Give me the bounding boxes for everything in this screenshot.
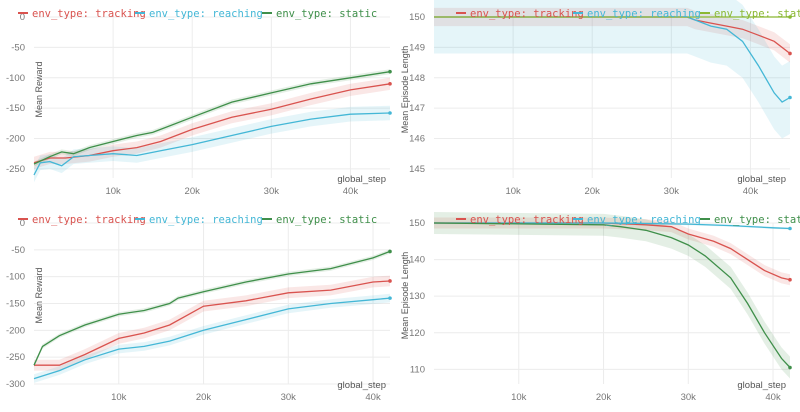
x-axis-label: global_step	[737, 174, 786, 185]
series-endpoint-0	[388, 279, 392, 283]
chart-svg-1: 150 149 148 147 146 145 10k 20k 30k 40k Mean Episo…	[400, 0, 800, 197]
series-band-1	[434, 0, 790, 139]
series-band-0	[434, 217, 790, 286]
series-line-1[interactable]	[33, 112, 391, 176]
legend-label-0[interactable]: env_type: tracking	[470, 8, 584, 20]
series-endpoint-2	[388, 249, 392, 254]
y-tick-label: 0	[20, 218, 25, 229]
legend-label-2[interactable]: env_type: static	[276, 8, 377, 20]
legend-label-1[interactable]: env_type: reaching	[149, 8, 263, 20]
x-tick-label: 20k	[185, 186, 201, 197]
y-tick-label: 145	[409, 164, 425, 175]
series-band-2	[434, 212, 790, 379]
chart-svg-3: 150 140 130 120 110 10k 20k 30k 40k Mean Episode …	[400, 212, 800, 403]
y-tick-label: -200	[6, 325, 25, 336]
series-endpoint-1	[788, 95, 792, 100]
series-line-2[interactable]	[33, 250, 391, 366]
chart-panel-3: 150 140 130 120 110 10k 20k 30k 40k Mean Episode …	[400, 206, 800, 412]
y-axis-label: Mean Episode Length	[400, 46, 410, 134]
chart-svg-2: 0 -50 -100 -150 -200 -250 -300 10k 20k 30k 40k Mean…	[6, 214, 392, 403]
x-tick-label: 30k	[681, 392, 697, 403]
y-tick-label: -50	[11, 42, 25, 53]
y-tick-label: 147	[409, 103, 425, 114]
chart-panel-2: 0 -50 -100 -150 -200 -250 -300 10k 20k 30k 40k Mean…	[0, 206, 400, 412]
y-tick-label: 140	[409, 255, 425, 266]
legend-label-2[interactable]: env_type: static	[714, 214, 800, 226]
legend-label-2[interactable]: env_type: static	[714, 8, 800, 20]
series-line-2[interactable]	[33, 71, 391, 165]
x-axis-label: global_step	[337, 380, 386, 391]
series-endpoint-1	[388, 111, 392, 115]
y-tick-label: 0	[20, 12, 25, 23]
x-axis-label: global_step	[337, 174, 386, 185]
x-tick-label: 40k	[365, 392, 381, 403]
series-band-2	[34, 69, 390, 167]
y-axis-label: Mean Reward	[34, 267, 44, 323]
chart-panel-1: 150 149 148 147 146 145 10k 20k 30k 40k Mean Episo…	[400, 0, 800, 206]
x-tick-label: 10k	[105, 186, 121, 197]
x-tick-label: 40k	[343, 186, 359, 197]
series-endpoint-1	[388, 296, 392, 300]
x-tick-label: 20k	[196, 392, 212, 403]
series-endpoint-2	[388, 69, 392, 74]
y-tick-label: -250	[6, 164, 25, 175]
series-endpoint-0	[788, 51, 792, 56]
series-endpoint-2	[788, 365, 792, 370]
series-line-0[interactable]	[34, 280, 391, 366]
series-endpoint-2	[788, 15, 792, 19]
y-tick-label: 130	[409, 291, 425, 302]
chart-panel-0: 0 -50 -100 -150 -200 -250 10k 20k 30k 40k Mean Rew…	[0, 0, 400, 206]
y-tick-label: 148	[409, 73, 425, 84]
legend-label-0[interactable]: env_type: tracking	[32, 8, 146, 20]
x-tick-label: 10k	[511, 392, 527, 403]
x-tick-label: 40k	[743, 186, 759, 197]
series-endpoint-0	[788, 277, 792, 282]
series-line-1[interactable]	[434, 222, 791, 230]
y-tick-label: 110	[410, 364, 425, 375]
x-tick-label: 20k	[596, 392, 612, 403]
series-band-1	[34, 293, 390, 383]
x-tick-label: 10k	[505, 186, 521, 197]
y-tick-label: -150	[6, 299, 25, 310]
series-line-0[interactable]	[434, 222, 791, 281]
y-tick-label: 150	[409, 218, 425, 229]
y-tick-label: -200	[6, 134, 25, 145]
series-line-1[interactable]	[33, 297, 391, 380]
y-tick-label: 149	[409, 42, 425, 53]
y-axis-label: Mean Reward	[34, 61, 44, 117]
x-tick-label: 40k	[765, 392, 781, 403]
series-line-1[interactable]	[434, 16, 791, 103]
series-line-0[interactable]	[33, 83, 391, 164]
series-band-2	[34, 249, 390, 368]
x-tick-label: 30k	[664, 186, 680, 197]
legend-label-2[interactable]: env_type: static	[276, 214, 377, 226]
y-tick-label: -100	[6, 272, 25, 283]
y-tick-label: 120	[409, 328, 425, 339]
x-tick-label: 30k	[264, 186, 280, 197]
y-tick-label: -300	[6, 379, 25, 390]
y-tick-label: -50	[11, 245, 25, 256]
series-endpoint-0	[388, 82, 392, 86]
x-tick-label: 30k	[281, 392, 297, 403]
y-tick-label: -250	[6, 352, 25, 363]
series-endpoint-1	[788, 226, 792, 231]
legend-label-1[interactable]: env_type: reaching	[149, 214, 263, 226]
y-tick-label: -150	[6, 103, 25, 114]
chart-svg-0: 0 -50 -100 -150 -200 -250 10k 20k 30k 40k Mean Rew…	[6, 8, 392, 197]
x-tick-label: 20k	[585, 186, 601, 197]
legend-label-1[interactable]: env_type: reaching	[587, 8, 701, 20]
y-tick-label: 146	[409, 134, 425, 145]
legend-label-1[interactable]: env_type: reaching	[587, 214, 701, 226]
series-band-1	[34, 105, 390, 183]
y-tick-label: -100	[6, 73, 25, 84]
legend-label-0[interactable]: env_type: tracking	[470, 214, 584, 226]
y-tick-label: 150	[409, 12, 425, 23]
series-line-2[interactable]	[433, 222, 791, 368]
y-axis-label: Mean Episode Length	[400, 252, 410, 340]
x-axis-label: global_step	[737, 380, 786, 391]
x-tick-label: 10k	[111, 392, 127, 403]
legend-label-0[interactable]: env_type: tracking	[32, 214, 146, 226]
